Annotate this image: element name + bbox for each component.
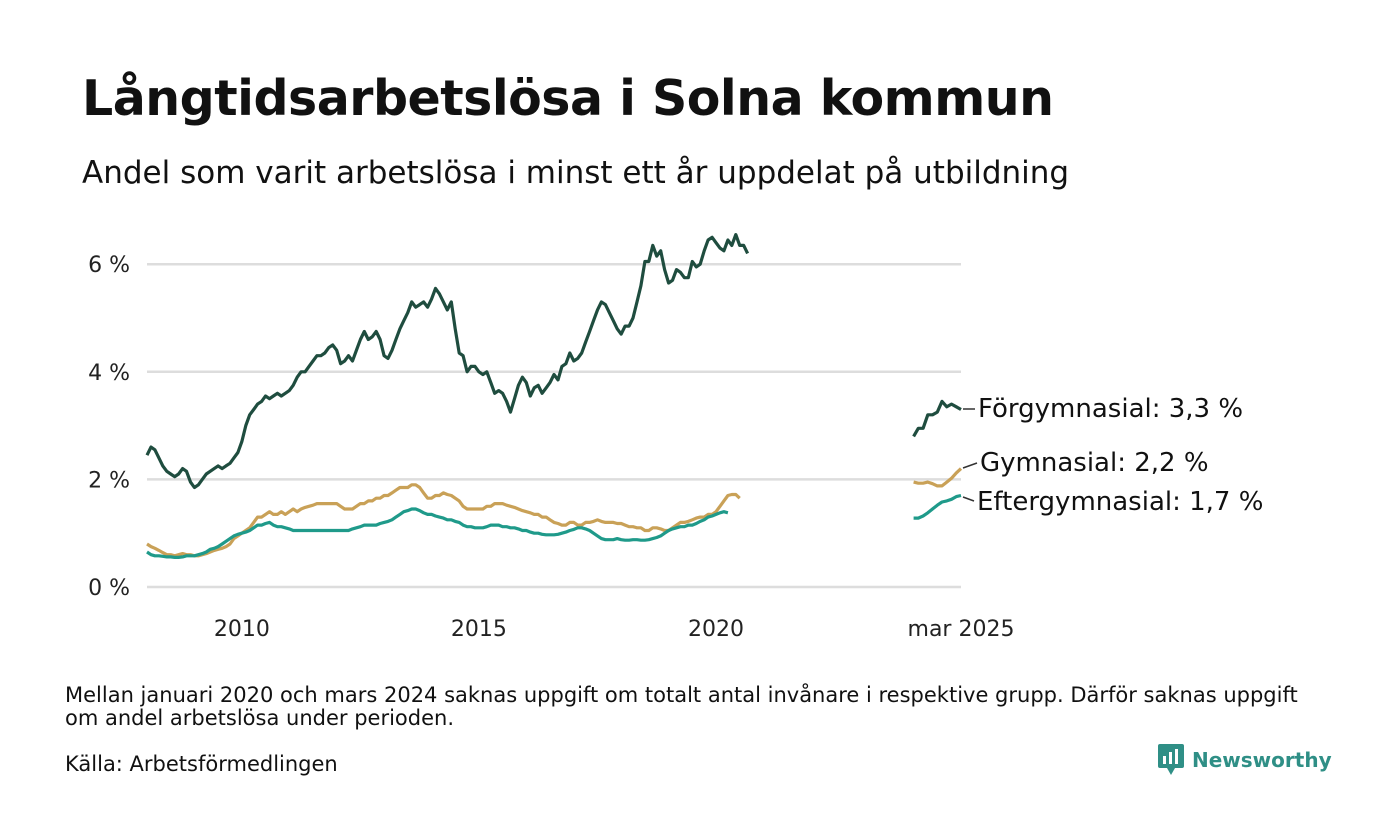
footnote: Mellan januari 2020 och mars 2024 saknas… — [65, 683, 1298, 730]
label-leader-line — [962, 496, 975, 502]
brand-logo[interactable]: Newsworthy — [1158, 744, 1332, 776]
series-line-end — [913, 467, 963, 488]
x-tick-label: 2010 — [214, 617, 270, 642]
series-line-main — [146, 507, 729, 560]
series-end-label: Eftergymnasial: 1,7 % — [977, 487, 1263, 517]
series-end-labels: Förgymnasial: 3,3 % Gymnasial: 2,2 % Efter… — [962, 394, 1263, 517]
y-axis-ticks: 0 % 2 % 4 % 6 % — [88, 253, 130, 601]
x-tick-label: 2020 — [688, 617, 744, 642]
series-end-label: Gymnasial: 2,2 % — [980, 448, 1209, 478]
y-tick-label: 0 % — [88, 576, 130, 601]
series-line-end — [912, 399, 962, 438]
newsworthy-logo-icon — [1158, 744, 1184, 775]
x-axis-ticks: 2010 2015 2020 mar 2025 — [214, 617, 1015, 642]
chart-subtitle: Andel som varit arbetslösa i minst ett å… — [82, 155, 1070, 191]
series-line-main — [146, 483, 741, 558]
brand-name: Newsworthy — [1192, 748, 1332, 772]
x-tick-label: mar 2025 — [908, 617, 1015, 642]
source-text: Källa: Arbetsförmedlingen — [65, 752, 338, 776]
line-chart: 0 % 2 % 4 % 6 % 2010 2015 2020 mar 2025 Förgym… — [88, 233, 1263, 642]
x-tick-label: 2015 — [451, 617, 507, 642]
label-leader-line — [962, 462, 978, 469]
grid-lines — [147, 262, 961, 589]
series-lines — [145, 233, 963, 560]
series-end-label: Förgymnasial: 3,3 % — [978, 394, 1243, 424]
chart-title: Långtidsarbetslösa i Solna kommun — [82, 70, 1054, 127]
y-tick-label: 2 % — [88, 468, 130, 493]
y-tick-label: 6 % — [88, 253, 130, 278]
y-tick-label: 4 % — [88, 361, 130, 386]
series-line-main — [145, 233, 750, 490]
series-line-end — [913, 493, 962, 520]
